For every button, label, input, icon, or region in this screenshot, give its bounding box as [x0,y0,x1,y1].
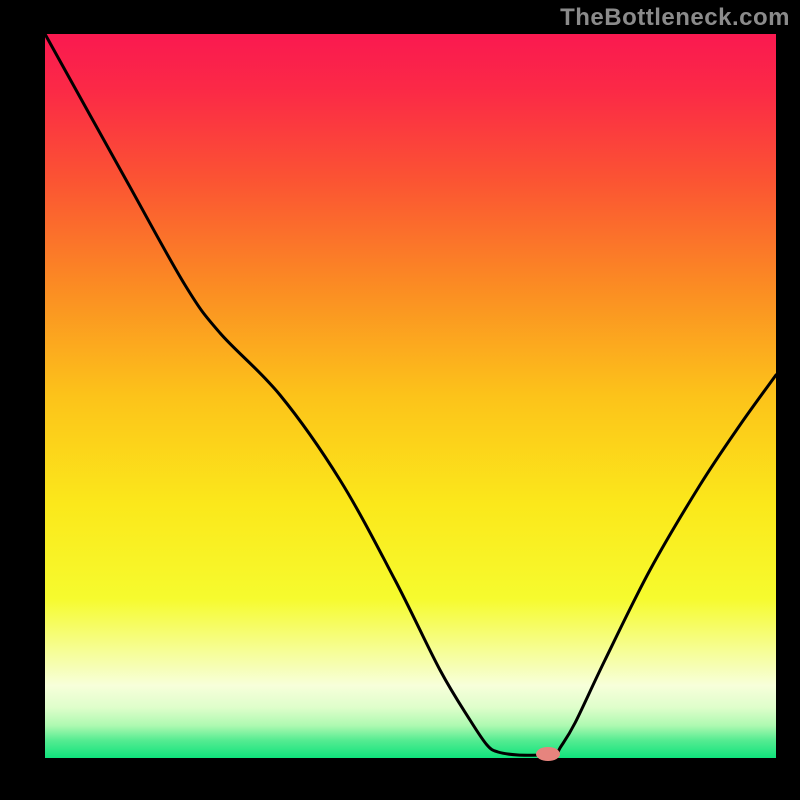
chart-container: TheBottleneck.com [0,0,800,800]
plot-area [45,34,776,758]
watermark-text: TheBottleneck.com [560,4,790,32]
bottleneck-chart [0,0,800,800]
optimal-marker [536,747,560,761]
